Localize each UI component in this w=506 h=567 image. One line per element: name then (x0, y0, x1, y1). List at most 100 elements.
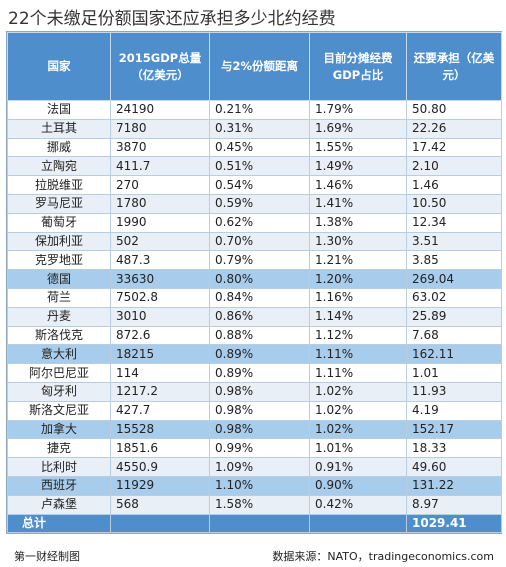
table-row: 土耳其 7180 0.31% 1.69% 22.26 (7, 118, 502, 139)
current-share-cell: 1.01% (309, 438, 407, 459)
current-share-cell: 1.14% (309, 306, 407, 327)
country-cell: 斯洛文尼亚 (7, 400, 111, 421)
remaining-cell: 18.33 (406, 438, 502, 459)
gdp-cell: 3870 (110, 137, 210, 158)
gap-cell: 0.89% (209, 363, 310, 383)
country-cell: 卢森堡 (7, 494, 111, 515)
table-row: 加拿大 15528 0.98% 1.02% 152.17 (7, 419, 502, 440)
gdp-cell: 18215 (110, 344, 210, 365)
table-row: 比利时 4550.9 1.09% 0.91% 49.60 (7, 457, 502, 477)
current-share-cell: 1.16% (309, 287, 407, 308)
header-current-share: 目前分摊经费GDP占比 (309, 32, 407, 101)
header-gap: 与2%份额距离 (209, 32, 310, 101)
table-row: 荷兰 7502.8 0.84% 1.16% 63.02 (7, 287, 502, 308)
header-gdp: 2015GDP总量（亿美元） (110, 32, 210, 101)
country-cell: 立陶宛 (7, 156, 111, 177)
country-cell: 丹麦 (7, 306, 111, 327)
remaining-cell: 2.10 (406, 156, 502, 177)
footer-credit: 第一财经制图 (14, 550, 80, 563)
table-row: 西班牙 11929 1.10% 0.90% 131.22 (7, 475, 502, 496)
gdp-cell: 3010 (110, 306, 210, 327)
gdp-cell: 11929 (110, 475, 210, 496)
header-remaining: 还要承担（亿美元） (406, 32, 502, 101)
table-row: 捷克 1851.6 0.99% 1.01% 18.33 (7, 438, 502, 459)
gdp-cell: 4550.9 (110, 457, 210, 477)
gap-cell: 0.86% (209, 306, 310, 327)
gdp-cell: 1990 (110, 212, 210, 233)
current-share-cell: 1.02% (309, 400, 407, 421)
current-share-cell: 1.11% (309, 344, 407, 365)
gdp-cell: 1851.6 (110, 438, 210, 459)
country-cell: 匈牙利 (7, 381, 111, 402)
remaining-cell: 8.97 (406, 494, 502, 515)
gap-cell: 0.98% (209, 419, 310, 440)
current-share-cell: 1.20% (309, 269, 407, 289)
table-row: 保加利亚 502 0.70% 1.30% 3.51 (7, 231, 502, 252)
gdp-cell: 270 (110, 175, 210, 195)
data-table-frame: 国家 2015GDP总量（亿美元） 与2%份额距离 目前分摊经费GDP占比 还要… (6, 31, 502, 535)
gdp-cell: 568 (110, 494, 210, 515)
current-share-cell: 1.02% (309, 419, 407, 440)
table-header-row: 国家 2015GDP总量（亿美元） 与2%份额距离 目前分摊经费GDP占比 还要… (7, 32, 502, 101)
header-country: 国家 (7, 32, 111, 101)
table-row: 德国 33630 0.80% 1.20% 269.04 (7, 269, 502, 289)
footer-source: 数据来源：NATO，tradingeconomics.com (272, 550, 494, 563)
table-row: 克罗地亚 487.3 0.79% 1.21% 3.85 (7, 250, 502, 271)
current-share-cell: 1.38% (309, 212, 407, 233)
table-row: 丹麦 3010 0.86% 1.14% 25.89 (7, 306, 502, 327)
gap-cell: 1.10% (209, 475, 310, 496)
gap-cell: 0.98% (209, 381, 310, 402)
gdp-cell: 7180 (110, 118, 210, 139)
country-cell: 挪威 (7, 137, 111, 158)
current-share-cell: 1.11% (309, 363, 407, 383)
country-cell: 捷克 (7, 438, 111, 459)
gap-cell: 0.79% (209, 250, 310, 271)
table-row: 法国 24190 0.21% 1.79% 50.80 (7, 100, 502, 120)
remaining-cell: 7.68 (406, 325, 502, 346)
country-cell: 保加利亚 (7, 231, 111, 252)
remaining-cell: 162.11 (406, 344, 502, 365)
remaining-cell: 4.19 (406, 400, 502, 421)
remaining-cell: 12.34 (406, 212, 502, 233)
table-row: 阿尔巴尼亚 114 0.89% 1.11% 1.01 (7, 363, 502, 383)
current-share-cell: 1.79% (309, 100, 407, 120)
current-share-cell: 1.21% (309, 250, 407, 271)
gdp-cell: 872.6 (110, 325, 210, 346)
current-share-cell: 1.41% (309, 193, 407, 214)
remaining-cell: 1.46 (406, 175, 502, 195)
gap-cell: 0.51% (209, 156, 310, 177)
country-cell: 阿尔巴尼亚 (7, 363, 111, 383)
gdp-cell: 114 (110, 363, 210, 383)
gap-cell: 0.84% (209, 287, 310, 308)
gdp-cell: 1780 (110, 193, 210, 214)
remaining-cell: 152.17 (406, 419, 502, 440)
gdp-cell: 502 (110, 231, 210, 252)
total-row: 总计 1029.41 (7, 513, 502, 534)
remaining-cell: 3.51 (406, 231, 502, 252)
current-share-cell: 1.30% (309, 231, 407, 252)
gap-cell: 0.80% (209, 269, 310, 289)
total-empty-cell (309, 513, 407, 534)
gap-cell: 0.88% (209, 325, 310, 346)
total-empty-cell (110, 513, 210, 534)
gap-cell: 0.98% (209, 400, 310, 421)
total-empty-cell (209, 513, 310, 534)
remaining-cell: 131.22 (406, 475, 502, 496)
country-cell: 法国 (7, 100, 111, 120)
remaining-cell: 11.93 (406, 381, 502, 402)
current-share-cell: 1.49% (309, 156, 407, 177)
country-cell: 西班牙 (7, 475, 111, 496)
current-share-cell: 1.55% (309, 137, 407, 158)
gdp-cell: 7502.8 (110, 287, 210, 308)
gdp-cell: 411.7 (110, 156, 210, 177)
gap-cell: 0.54% (209, 175, 310, 195)
gap-cell: 0.62% (209, 212, 310, 233)
remaining-cell: 1.01 (406, 363, 502, 383)
remaining-cell: 49.60 (406, 457, 502, 477)
gap-cell: 0.45% (209, 137, 310, 158)
country-cell: 加拿大 (7, 419, 111, 440)
gap-cell: 0.31% (209, 118, 310, 139)
current-share-cell: 1.02% (309, 381, 407, 402)
table-row: 葡萄牙 1990 0.62% 1.38% 12.34 (7, 212, 502, 233)
table-row: 挪威 3870 0.45% 1.55% 17.42 (7, 137, 502, 158)
